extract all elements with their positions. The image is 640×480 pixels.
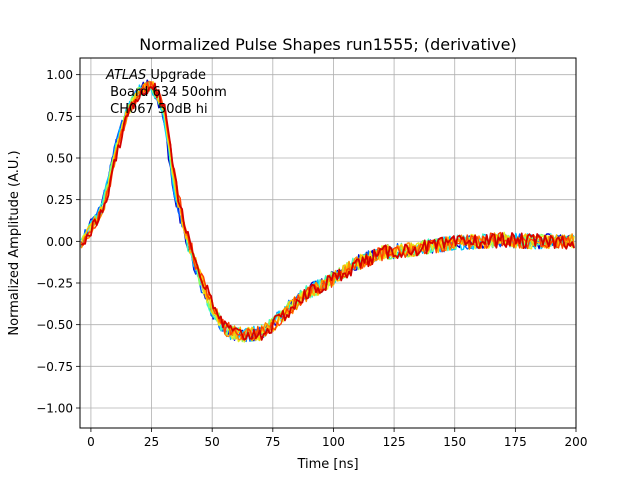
board-label: Board 634 50ohm [106, 85, 227, 100]
series-lines [80, 79, 575, 343]
x-axis-ticks: 0 25 50 75 100 125 150 175 200 [87, 428, 587, 449]
chart-title: Normalized Pulse Shapes run1555; (deriva… [139, 35, 516, 54]
y-axis-label: Normalized Amplitude (A.U.) [7, 150, 22, 335]
channel-label: CH067 50dB hi [106, 102, 208, 117]
x-tick-label: 25 [144, 435, 159, 449]
x-tick-label: 125 [383, 435, 406, 449]
x-axis-label: Time [ns] [296, 457, 358, 472]
x-tick-label: 50 [205, 435, 220, 449]
y-tick-label: 1.00 [46, 68, 73, 82]
x-tick-label: 100 [322, 435, 345, 449]
y-tick-label: 0.25 [46, 193, 73, 207]
series-line-10 [80, 82, 575, 341]
x-tick-label: 175 [504, 435, 527, 449]
y-tick-label: 0.00 [46, 235, 73, 249]
atlas-italic-text: ATLAS [105, 68, 146, 83]
y-tick-label: −1.00 [36, 402, 73, 416]
y-tick-label: 0.75 [46, 110, 73, 124]
y-tick-label: −0.25 [36, 277, 73, 291]
y-tick-label: −0.50 [36, 318, 73, 332]
y-tick-label: 0.50 [46, 152, 73, 166]
x-tick-label: 150 [443, 435, 466, 449]
plot-frame [79, 57, 577, 429]
x-tick-label: 75 [265, 435, 280, 449]
x-tick-label: 200 [565, 435, 588, 449]
x-tick-label: 0 [87, 435, 95, 449]
y-tick-label: −0.75 [36, 360, 73, 374]
y-axis-ticks: −1.00 −0.75 −0.50 −0.25 0.00 0.25 0.50 0.75 1.00 [36, 68, 80, 416]
atlas-upgrade-text: Upgrade [146, 68, 206, 83]
atlas-label: ATLAS Upgrade [105, 68, 206, 83]
